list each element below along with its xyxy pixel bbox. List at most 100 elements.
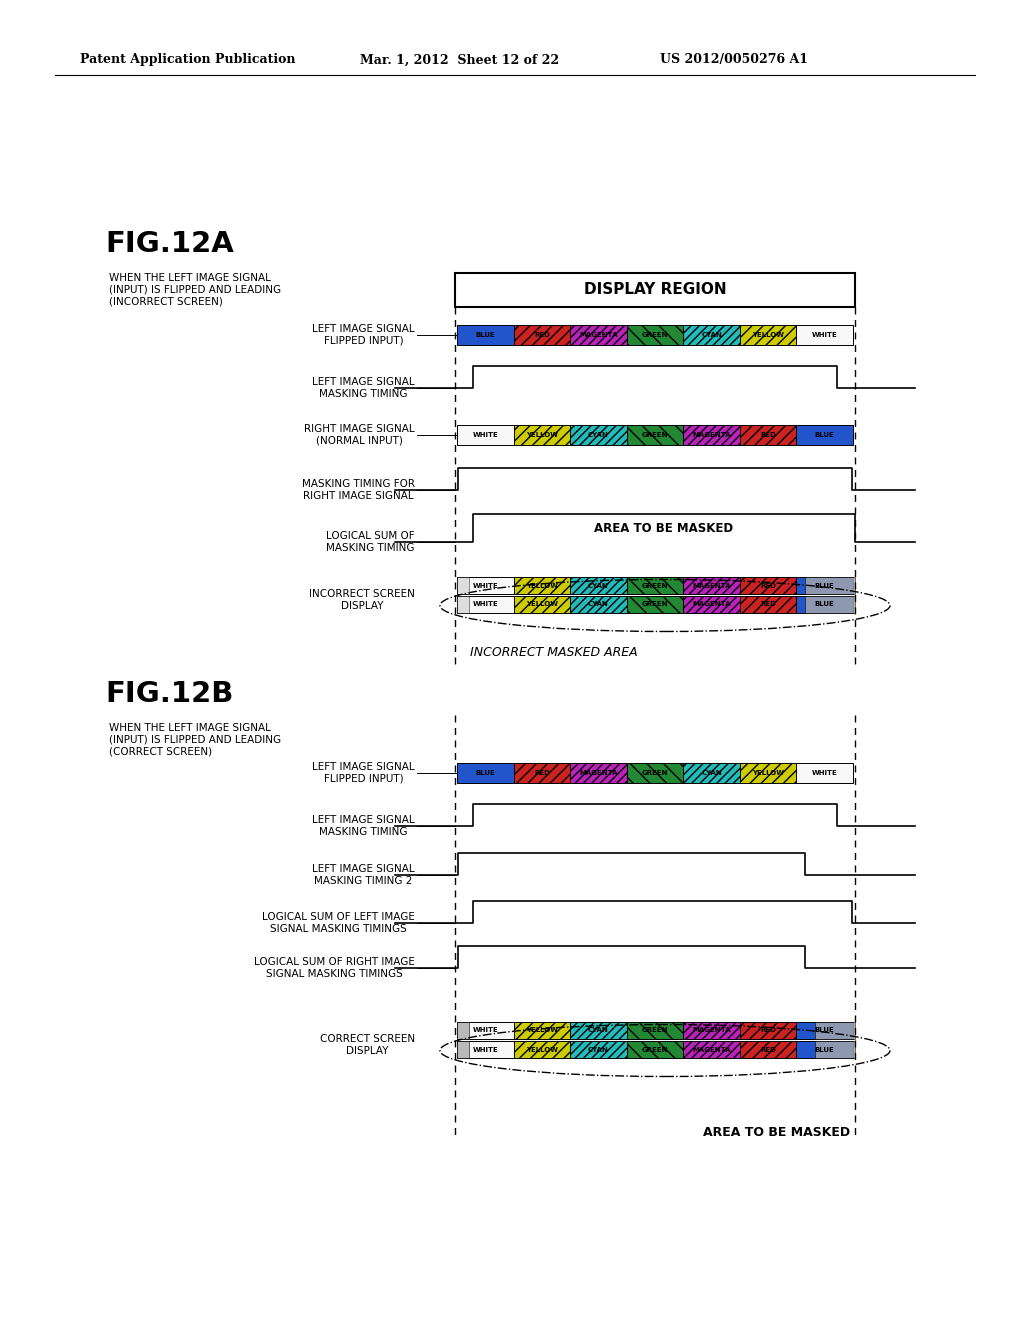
Text: WHEN THE LEFT IMAGE SIGNAL
(INPUT) IS FLIPPED AND LEADING
(INCORRECT SCREEN): WHEN THE LEFT IMAGE SIGNAL (INPUT) IS FL…: [109, 273, 281, 306]
Text: LOGICAL SUM OF RIGHT IMAGE
SIGNAL MASKING TIMINGS: LOGICAL SUM OF RIGHT IMAGE SIGNAL MASKIN…: [254, 957, 415, 979]
Text: YELLOW: YELLOW: [753, 770, 784, 776]
Bar: [457, 1041, 469, 1059]
Text: BLUE: BLUE: [815, 1027, 835, 1034]
Bar: [797, 577, 853, 594]
Text: BLUE: BLUE: [475, 770, 496, 776]
Text: Patent Application Publication: Patent Application Publication: [80, 54, 296, 66]
Text: MAGENTA: MAGENTA: [692, 432, 731, 438]
Bar: [457, 325, 514, 345]
Text: FIG.12B: FIG.12B: [105, 680, 233, 708]
Text: INCORRECT SCREEN
DISPLAY: INCORRECT SCREEN DISPLAY: [309, 589, 415, 611]
Bar: [627, 425, 683, 445]
Bar: [683, 577, 740, 594]
Bar: [683, 597, 740, 612]
Text: GREEN: GREEN: [642, 432, 669, 438]
Text: BLUE: BLUE: [475, 333, 496, 338]
Text: RED: RED: [760, 602, 776, 607]
Bar: [457, 597, 514, 612]
Text: WHITE: WHITE: [812, 333, 838, 338]
Bar: [627, 325, 683, 345]
Text: CYAN: CYAN: [588, 1027, 609, 1034]
Text: YELLOW: YELLOW: [526, 432, 558, 438]
Text: CYAN: CYAN: [588, 1047, 609, 1052]
Text: MAGENTA: MAGENTA: [580, 333, 617, 338]
Bar: [805, 577, 855, 594]
Text: YELLOW: YELLOW: [526, 602, 558, 607]
Text: AREA TO BE MASKED: AREA TO BE MASKED: [595, 521, 733, 535]
Bar: [570, 577, 627, 594]
Bar: [514, 1041, 570, 1059]
Bar: [683, 1022, 740, 1039]
Text: WHEN THE LEFT IMAGE SIGNAL
(INPUT) IS FLIPPED AND LEADING
(CORRECT SCREEN): WHEN THE LEFT IMAGE SIGNAL (INPUT) IS FL…: [109, 723, 281, 756]
Text: RIGHT IMAGE SIGNAL
(NORMAL INPUT): RIGHT IMAGE SIGNAL (NORMAL INPUT): [304, 424, 415, 446]
Bar: [683, 425, 740, 445]
Text: RED: RED: [534, 333, 550, 338]
Text: MAGENTA: MAGENTA: [580, 770, 617, 776]
Text: WHITE: WHITE: [472, 1047, 498, 1052]
Bar: [683, 1041, 740, 1059]
Text: LEFT IMAGE SIGNAL
MASKING TIMING 2: LEFT IMAGE SIGNAL MASKING TIMING 2: [312, 865, 415, 886]
Text: INCORRECT MASKED AREA: INCORRECT MASKED AREA: [470, 647, 638, 660]
Text: LEFT IMAGE SIGNAL
MASKING TIMING: LEFT IMAGE SIGNAL MASKING TIMING: [312, 378, 415, 399]
Bar: [797, 763, 853, 783]
Bar: [570, 1041, 627, 1059]
Text: GREEN: GREEN: [642, 333, 669, 338]
Text: YELLOW: YELLOW: [526, 582, 558, 589]
Text: GREEN: GREEN: [642, 1027, 669, 1034]
Bar: [797, 597, 853, 612]
Bar: [683, 763, 740, 783]
Text: RED: RED: [760, 582, 776, 589]
Bar: [815, 1022, 855, 1039]
Text: RED: RED: [760, 1027, 776, 1034]
Bar: [627, 763, 683, 783]
Text: LOGICAL SUM OF
MASKING TIMING: LOGICAL SUM OF MASKING TIMING: [327, 531, 415, 553]
Text: LEFT IMAGE SIGNAL
FLIPPED INPUT): LEFT IMAGE SIGNAL FLIPPED INPUT): [312, 762, 415, 784]
Bar: [457, 1041, 514, 1059]
Bar: [740, 425, 797, 445]
Text: WHITE: WHITE: [472, 1027, 498, 1034]
Bar: [740, 1022, 797, 1039]
Text: WHITE: WHITE: [472, 432, 498, 438]
Text: US 2012/0050276 A1: US 2012/0050276 A1: [660, 54, 808, 66]
Text: CYAN: CYAN: [701, 770, 722, 776]
Bar: [514, 1022, 570, 1039]
Bar: [797, 1022, 853, 1039]
Text: BLUE: BLUE: [815, 432, 835, 438]
Text: WHITE: WHITE: [472, 582, 498, 589]
Bar: [457, 425, 514, 445]
Text: RED: RED: [760, 1047, 776, 1052]
Bar: [570, 597, 627, 612]
Bar: [740, 763, 797, 783]
Bar: [457, 597, 469, 612]
Text: BLUE: BLUE: [815, 602, 835, 607]
Bar: [627, 1022, 683, 1039]
Text: FIG.12A: FIG.12A: [105, 230, 233, 257]
Text: GREEN: GREEN: [642, 770, 669, 776]
Bar: [514, 597, 570, 612]
Bar: [570, 763, 627, 783]
Bar: [570, 425, 627, 445]
Text: MAGENTA: MAGENTA: [692, 1047, 731, 1052]
Text: CYAN: CYAN: [588, 432, 609, 438]
Text: YELLOW: YELLOW: [526, 1027, 558, 1034]
Text: YELLOW: YELLOW: [526, 1047, 558, 1052]
Bar: [457, 577, 514, 594]
Bar: [514, 763, 570, 783]
Bar: [514, 425, 570, 445]
Bar: [457, 1022, 469, 1039]
Bar: [805, 597, 855, 612]
Bar: [627, 597, 683, 612]
Text: CORRECT SCREEN
DISPLAY: CORRECT SCREEN DISPLAY: [319, 1034, 415, 1056]
Bar: [455, 273, 855, 308]
Text: BLUE: BLUE: [815, 582, 835, 589]
Text: WHITE: WHITE: [812, 770, 838, 776]
Text: Mar. 1, 2012  Sheet 12 of 22: Mar. 1, 2012 Sheet 12 of 22: [360, 54, 559, 66]
Text: GREEN: GREEN: [642, 582, 669, 589]
Text: RED: RED: [760, 432, 776, 438]
Bar: [570, 325, 627, 345]
Bar: [570, 1022, 627, 1039]
Text: MAGENTA: MAGENTA: [692, 602, 731, 607]
Bar: [514, 577, 570, 594]
Bar: [797, 325, 853, 345]
Text: CYAN: CYAN: [588, 602, 609, 607]
